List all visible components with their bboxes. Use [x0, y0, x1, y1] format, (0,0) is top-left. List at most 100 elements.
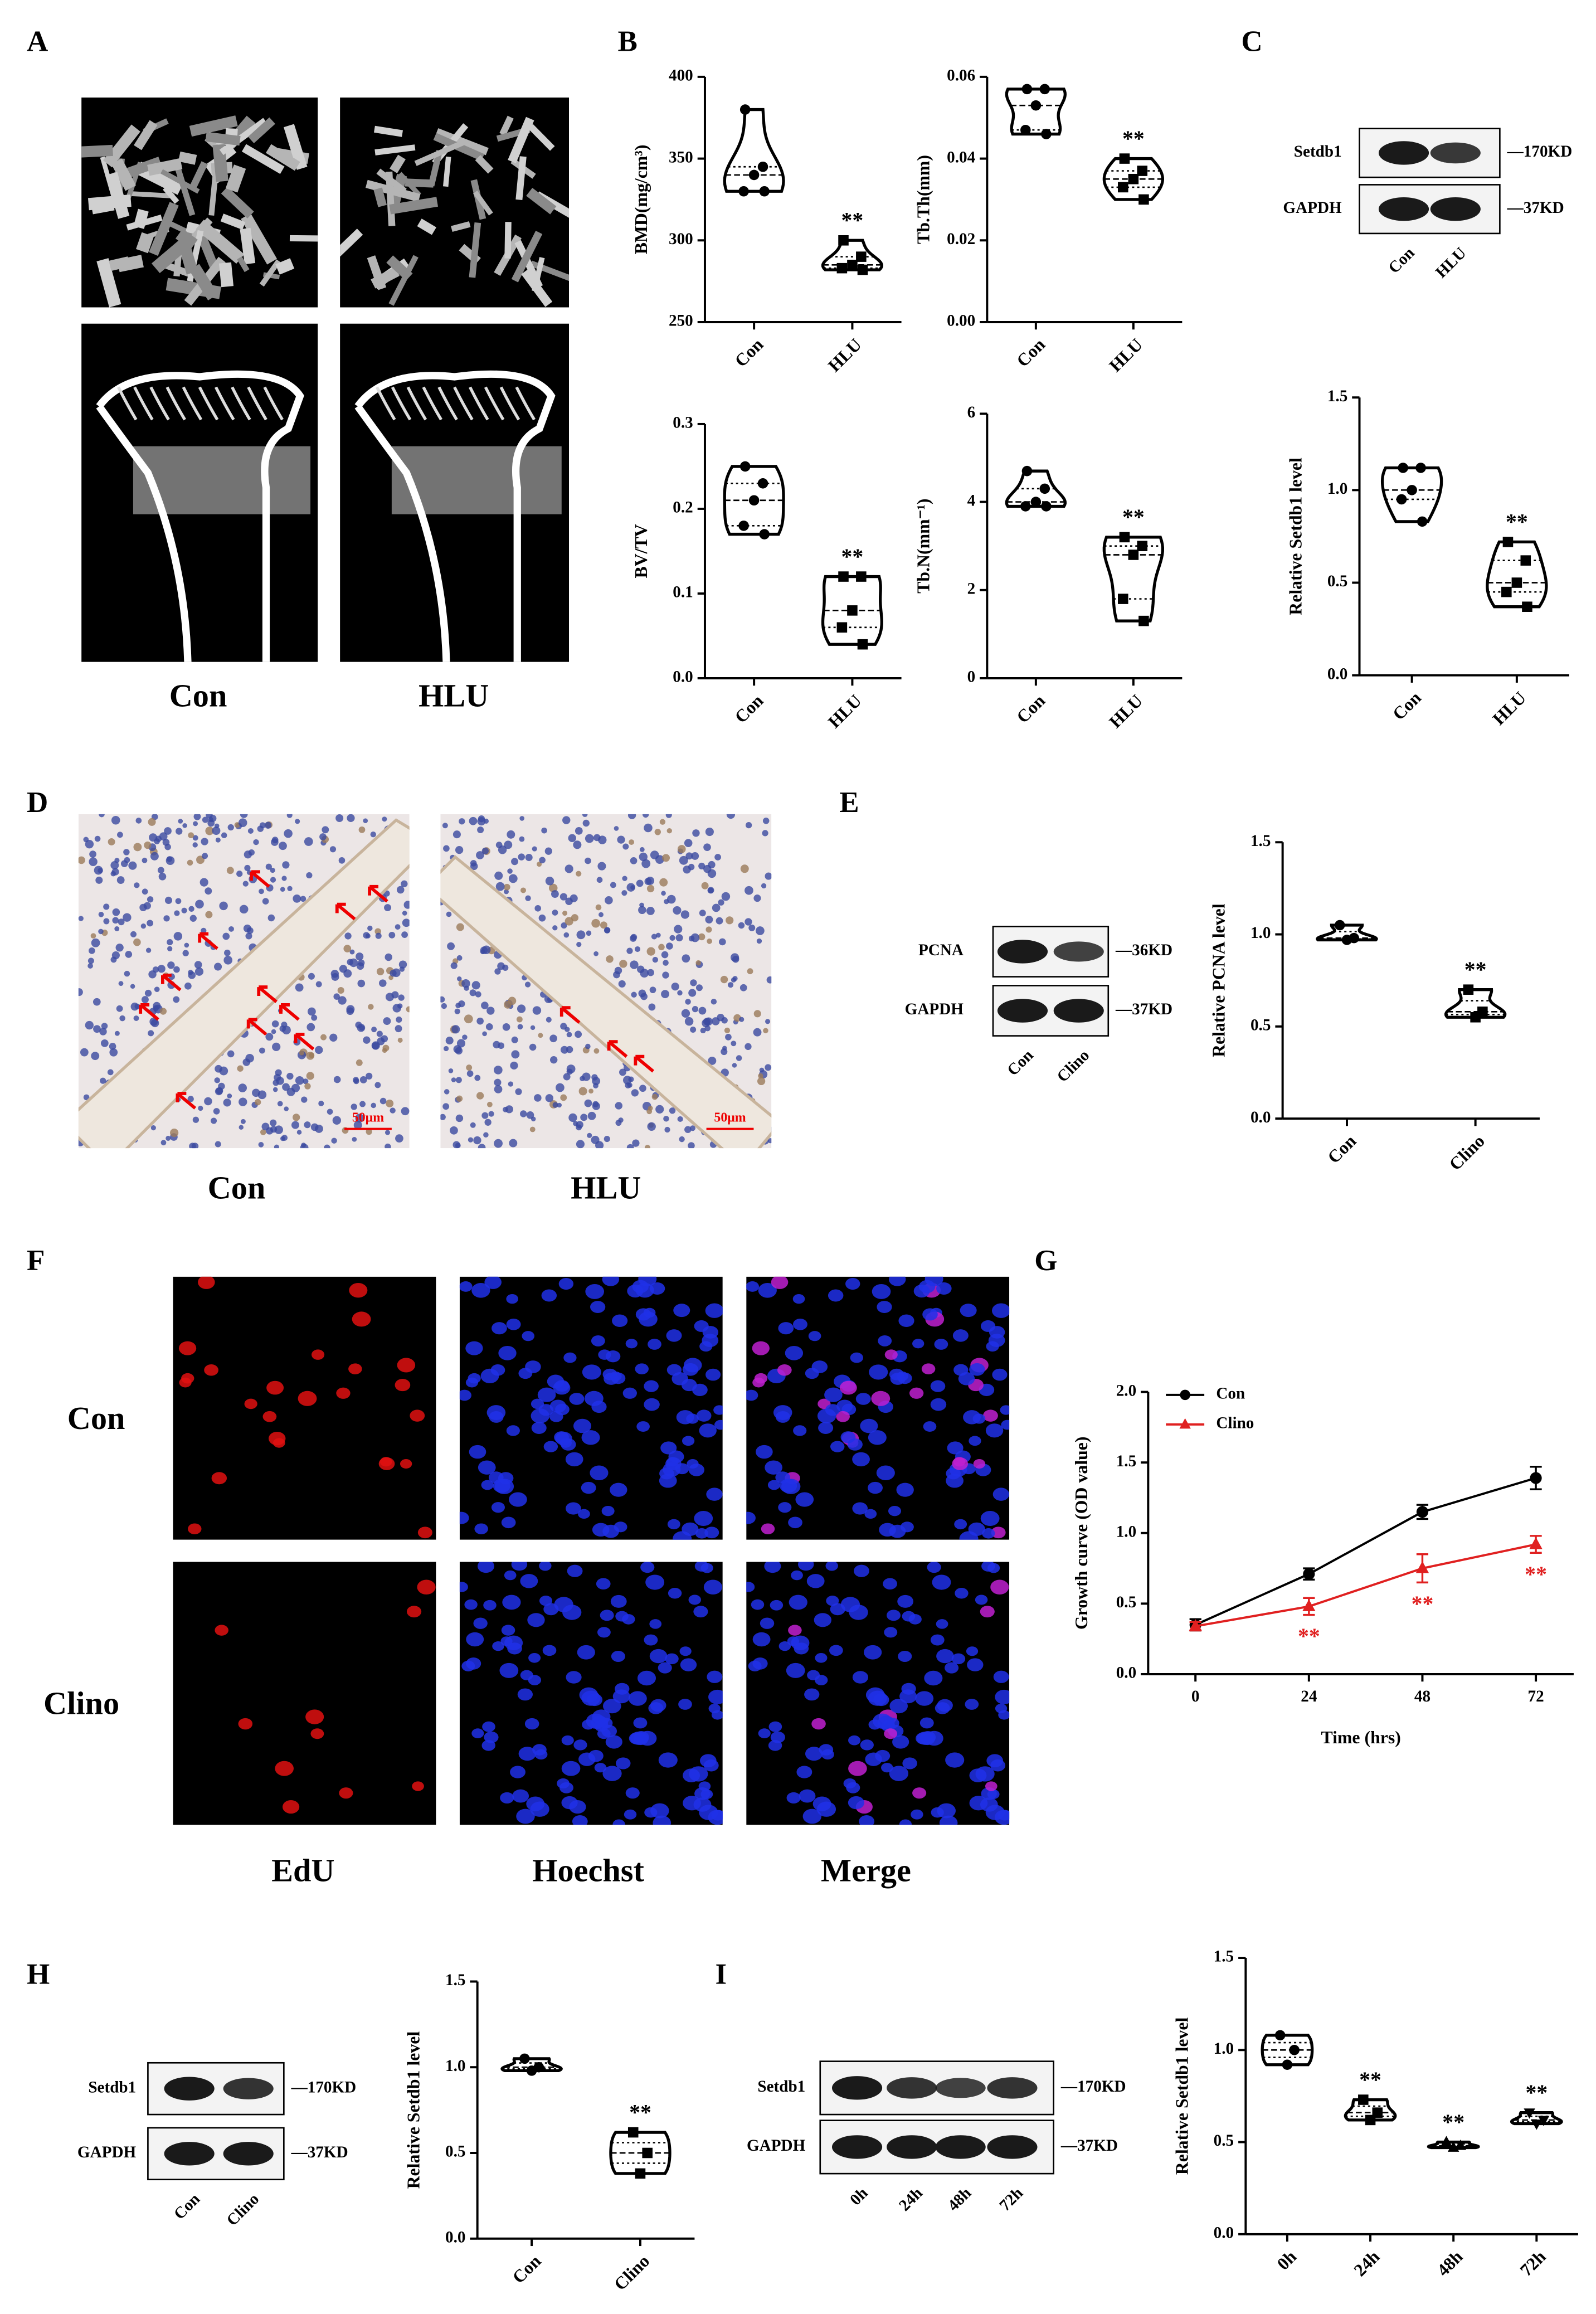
cell — [707, 939, 712, 944]
cell — [188, 832, 194, 839]
cell — [469, 816, 478, 825]
nucleus — [911, 1809, 923, 1820]
lane-label: Clino — [223, 2190, 263, 2230]
cell — [89, 850, 96, 858]
cell — [363, 818, 368, 823]
nucleus — [673, 1531, 692, 1540]
y-tick-label: 0.0 — [445, 2228, 465, 2246]
y-tick-label: 2 — [967, 580, 976, 597]
cell — [461, 979, 470, 988]
nucleus — [924, 1730, 943, 1746]
nucleus — [706, 1487, 723, 1501]
cell — [358, 826, 366, 833]
cell — [592, 1101, 599, 1107]
cell — [646, 907, 655, 915]
nucleus — [481, 1480, 494, 1490]
data-point — [1041, 501, 1052, 512]
x-tick-label: 0h — [1273, 2247, 1301, 2274]
nucleus — [559, 1782, 573, 1793]
nucleus — [760, 1617, 775, 1629]
nucleus — [963, 1410, 981, 1425]
cell — [575, 1030, 582, 1038]
y-axis-label: Relative PCNA level — [1209, 903, 1229, 1057]
cell — [262, 898, 269, 905]
cell — [708, 1057, 717, 1065]
cell — [154, 838, 160, 844]
cell — [343, 969, 352, 978]
nucleus — [275, 1761, 294, 1776]
trabecula — [499, 115, 514, 136]
cell — [462, 1034, 468, 1040]
cell — [329, 846, 337, 853]
blot-band — [1378, 197, 1429, 221]
nucleus — [945, 1752, 965, 1768]
trabecula — [198, 386, 219, 421]
cell — [85, 1020, 94, 1030]
trabecula — [189, 115, 238, 137]
nucleus — [644, 1380, 659, 1392]
cell — [446, 911, 452, 917]
image-content — [173, 1276, 436, 1540]
nucleus — [211, 1472, 227, 1485]
nucleus — [406, 1606, 422, 1618]
x-tick-label: Con — [731, 334, 767, 371]
cell — [494, 1066, 503, 1075]
blot-label: GAPDH — [77, 2143, 137, 2161]
x-tick-label: HLU — [824, 334, 865, 375]
cell — [279, 842, 287, 850]
cell — [666, 895, 676, 904]
nucleus — [990, 1759, 1006, 1772]
trabecula — [219, 118, 267, 155]
data-point — [1417, 516, 1428, 527]
cell — [173, 996, 180, 1003]
cell — [384, 904, 392, 912]
nucleus — [478, 1562, 494, 1573]
nucleus — [672, 1372, 688, 1386]
x-tick-label: HLU — [1106, 334, 1146, 375]
cell — [301, 1143, 306, 1148]
cell — [215, 837, 221, 843]
cell — [402, 918, 410, 927]
trabecula — [499, 386, 520, 421]
cell — [118, 918, 125, 926]
y-tick-label: 250 — [669, 312, 693, 330]
cell — [223, 1098, 231, 1107]
cell — [638, 906, 646, 915]
cell — [174, 910, 180, 916]
nucleus — [638, 1730, 657, 1746]
cell — [747, 968, 753, 975]
trabecula — [241, 213, 278, 265]
blot-band — [987, 2077, 1038, 2099]
significance: ** — [1442, 2110, 1464, 2135]
cell — [153, 1002, 161, 1010]
cell — [759, 1067, 765, 1073]
nucleus — [349, 1282, 368, 1298]
trabecula — [175, 229, 198, 250]
trabecula — [205, 132, 241, 146]
cell — [80, 1048, 89, 1057]
cell — [552, 1102, 558, 1108]
nucleus — [746, 1511, 756, 1524]
cell — [116, 876, 125, 884]
nucleus — [578, 1509, 590, 1519]
cell — [173, 966, 180, 973]
cell — [273, 1087, 278, 1092]
cell — [93, 998, 101, 1006]
cell — [451, 1025, 460, 1034]
trabecula — [406, 386, 427, 421]
cell — [470, 1122, 476, 1128]
blot-band — [997, 940, 1048, 964]
nucleus — [879, 1523, 896, 1537]
cell — [631, 991, 637, 998]
nucleus — [336, 1387, 351, 1399]
cell — [753, 895, 761, 902]
cell — [375, 932, 382, 939]
cell — [295, 1076, 304, 1085]
cell — [101, 1023, 108, 1029]
trabecula — [398, 172, 421, 197]
nucleus — [954, 1519, 967, 1530]
nucleus — [645, 1574, 665, 1590]
nucleus — [899, 1819, 912, 1825]
arrow — [368, 884, 388, 903]
trabecula — [442, 156, 451, 187]
